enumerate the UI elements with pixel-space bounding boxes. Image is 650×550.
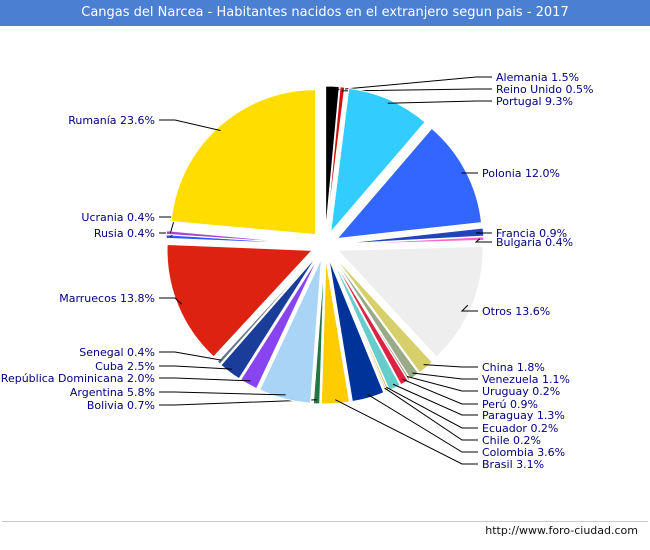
slice-label-otros: Otros 13.6%: [482, 305, 550, 318]
leader-line-chile: [384, 387, 478, 441]
pie-slice-cuba: [220, 255, 318, 380]
pie-slice-francia: [338, 227, 485, 245]
pie-slice-china: [333, 255, 434, 374]
slice-label-portugal: Portugal 9.3%: [496, 95, 573, 108]
slice-label-republica-dominicana: República Dominicana 2.0%: [1, 372, 155, 385]
slice-label-chile: Chile 0.2%: [482, 434, 541, 447]
slice-label-paraguay: Paraguay 1.3%: [482, 409, 565, 422]
slice-label-polonia: Polonia 12.0%: [482, 167, 560, 180]
leader-line-reino-unido: [341, 88, 492, 92]
pie-slice-brasil: [320, 258, 351, 405]
slice-label-ecuador: Ecuador 0.2%: [482, 422, 558, 435]
pie-slice-otros: [336, 245, 484, 358]
pie-slice-rumania: [170, 89, 317, 236]
slice-label-marruecos: Marruecos 13.8%: [59, 292, 155, 305]
pie-slice-senegal: [216, 255, 317, 366]
leader-line-ecuador: [386, 386, 478, 429]
leader-line-bulgaria: [474, 238, 492, 243]
slice-label-venezuela: Venezuela 1.1%: [482, 373, 570, 386]
chart-title: Cangas del Narcea - Habitantes nacidos e…: [0, 0, 650, 26]
leader-line-venezuela: [412, 372, 478, 380]
slice-label-rusia: Rusia 0.4%: [94, 227, 155, 240]
slice-label-china: China 1.8%: [482, 361, 545, 374]
leader-line-peru: [402, 378, 478, 405]
slice-label-argentina: Argentina 5.8%: [70, 386, 155, 399]
pie-slice-paraguay: [330, 257, 401, 391]
slice-label-rumania: Rumanía 23.6%: [68, 114, 155, 127]
leader-line-china: [423, 364, 478, 368]
slice-label-ucrania: Ucrania 0.4%: [81, 211, 155, 224]
leader-line-colombia: [366, 393, 478, 453]
slice-label-reino-unido: Reino Unido 0.5%: [496, 83, 593, 96]
slice-label-francia: Francia 0.9%: [496, 227, 567, 240]
leader-line-rumania: [159, 119, 221, 132]
pie-slice-marruecos: [166, 243, 314, 358]
source-url: http://www.foro-ciudad.com: [485, 524, 638, 537]
pie-slice-bolivia: [312, 258, 325, 405]
leader-line-brasil: [334, 399, 478, 465]
pie-slice-alemania: [325, 85, 340, 232]
leader-line-bolivia: [159, 399, 317, 406]
slice-label-senegal: Senegal 0.4%: [79, 346, 155, 359]
leader-line-marruecos: [159, 297, 183, 305]
leader-line-argentina: [159, 391, 286, 396]
leader-line-republica-dominicana: [159, 377, 251, 382]
slice-label-colombia: Colombia 3.6%: [482, 446, 565, 459]
slice-label-alemania: Alemania 1.5%: [496, 71, 579, 84]
pie-slice-argentina: [259, 258, 322, 404]
pie-slice-peru: [331, 256, 409, 386]
slice-label-bolivia: Bolivia 0.7%: [87, 399, 155, 412]
leader-line-portugal: [387, 100, 492, 104]
pie-slice-polonia: [336, 127, 483, 240]
leader-line-francia: [475, 231, 492, 234]
slice-label-cuba: Cuba 2.5%: [95, 360, 155, 373]
slice-label-uruguay: Uruguay 0.2%: [482, 385, 560, 398]
leader-line-paraguay: [392, 383, 478, 416]
slice-label-peru: Perú 0.9%: [482, 398, 538, 411]
leader-line-uruguay: [406, 375, 478, 392]
pie-slice-ucrania: [165, 230, 312, 245]
pie-slice-republica-dominicana: [240, 257, 319, 390]
leader-line-alemania: [332, 76, 492, 91]
leader-line-cuba: [159, 365, 233, 370]
pie-slice-portugal: [329, 87, 426, 234]
pie-slice-chile: [329, 257, 388, 393]
slice-label-brasil: Brasil 3.1%: [482, 458, 544, 471]
slice-label-bulgaria: Bulgaria 0.4%: [496, 236, 573, 249]
leader-line-otros: [460, 304, 478, 312]
pie-slice-bulgaria: [338, 236, 485, 245]
pie-slice-reino-unido: [326, 86, 346, 232]
leader-line-senegal: [159, 351, 222, 361]
pie-slice-colombia: [328, 258, 385, 403]
